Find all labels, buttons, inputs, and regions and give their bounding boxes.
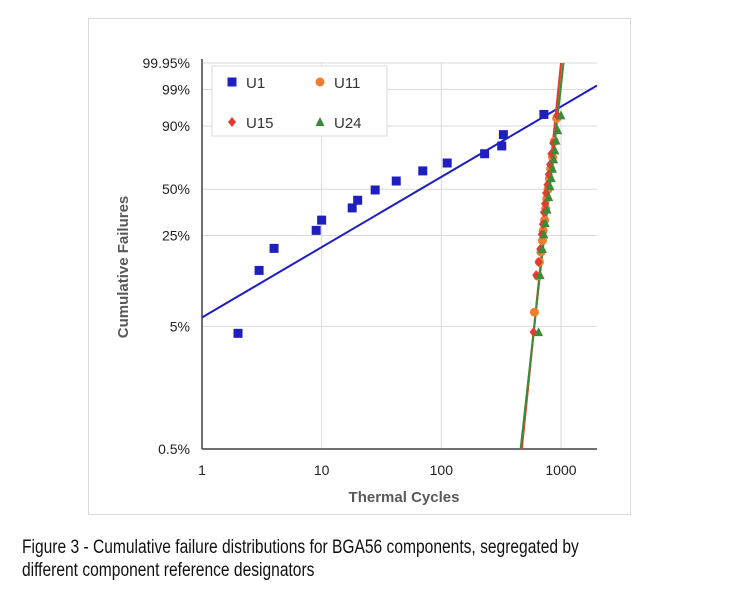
data-point-u1 bbox=[418, 166, 428, 176]
y-axis-title: Cumulative Failures bbox=[115, 196, 132, 339]
data-point-u24 bbox=[553, 125, 563, 135]
legend-label-u15: U15 bbox=[246, 115, 274, 132]
data-point-u1 bbox=[311, 225, 321, 235]
data-point-u1 bbox=[498, 130, 508, 140]
y-tick-label: 90% bbox=[162, 118, 190, 134]
legend-label-u1: U1 bbox=[246, 75, 265, 92]
data-point-u1 bbox=[539, 109, 549, 119]
data-point-u24 bbox=[535, 270, 545, 280]
data-point-u24 bbox=[549, 154, 559, 164]
y-tick-label: 0.5% bbox=[158, 441, 190, 457]
legend-label-u11: U11 bbox=[334, 75, 360, 92]
chart-svg: 1 10 100 1000 0.5% 5% 25% 50% 90% 99% 99.95% U1 U11… bbox=[115, 55, 598, 506]
legend-marker-u15 bbox=[228, 117, 236, 127]
fit-line-u1 bbox=[201, 84, 598, 319]
data-point-u1 bbox=[347, 203, 357, 213]
data-point-u15 bbox=[534, 256, 543, 267]
data-point-u24 bbox=[534, 327, 544, 337]
legend-marker-u24 bbox=[315, 117, 325, 126]
data-point-u24 bbox=[540, 218, 550, 228]
y-tick-label: 99.95% bbox=[143, 55, 190, 71]
data-point-u24 bbox=[537, 243, 547, 253]
data-point-u11 bbox=[529, 307, 539, 317]
data-point-u1 bbox=[353, 195, 363, 205]
data-point-u24 bbox=[556, 110, 566, 120]
x-tick-label: 100 bbox=[430, 462, 454, 478]
legend-marker-u11 bbox=[315, 77, 325, 87]
data-point-u24 bbox=[551, 135, 561, 145]
x-tick-label: 10 bbox=[314, 462, 330, 478]
data-point-u11 bbox=[537, 236, 547, 246]
data-point-u24 bbox=[548, 163, 558, 173]
tick-labels: 1 10 100 1000 0.5% 5% 25% 50% 90% 99% 99.95% bbox=[143, 55, 577, 478]
x-axis-title: Thermal Cycles bbox=[349, 489, 460, 506]
data-point-u1 bbox=[269, 243, 279, 253]
legend-box bbox=[211, 65, 388, 137]
legend-label-u24: U24 bbox=[334, 115, 362, 132]
data-point-u1 bbox=[497, 141, 507, 151]
legend-marker-u1 bbox=[227, 77, 237, 87]
data-point-u1 bbox=[480, 149, 490, 159]
data-point-u1 bbox=[391, 176, 401, 186]
legend: U1 U11 U15 U24 bbox=[211, 65, 388, 137]
data-point-u1 bbox=[442, 158, 452, 168]
data-point-u24 bbox=[546, 173, 556, 183]
data-point-u24 bbox=[550, 145, 560, 155]
data-point-u1 bbox=[317, 215, 327, 225]
y-tick-label: 50% bbox=[162, 181, 190, 197]
data-point-u24 bbox=[539, 229, 549, 239]
data-points bbox=[233, 109, 566, 338]
x-tick-label: 1000 bbox=[545, 462, 576, 478]
y-tick-label: 5% bbox=[170, 318, 190, 334]
data-point-u24 bbox=[544, 192, 554, 202]
data-point-u1 bbox=[254, 265, 264, 275]
x-tick-label: 1 bbox=[198, 462, 206, 478]
data-point-u1 bbox=[370, 185, 380, 195]
y-tick-label: 25% bbox=[162, 228, 190, 244]
y-tick-label: 99% bbox=[162, 81, 190, 97]
data-point-u1 bbox=[233, 328, 243, 338]
data-point-u24 bbox=[542, 204, 552, 214]
figure-caption: Figure 3 - Cumulative failure distributi… bbox=[22, 537, 579, 581]
data-point-u24 bbox=[545, 181, 555, 191]
